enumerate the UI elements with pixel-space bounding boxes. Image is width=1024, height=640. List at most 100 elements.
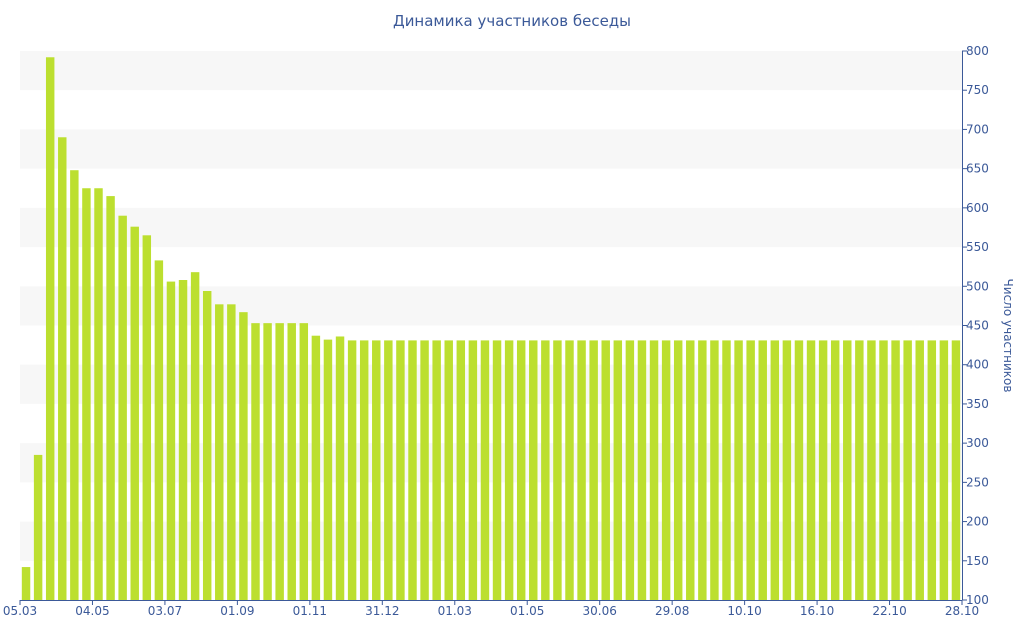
bar — [94, 188, 103, 600]
bar — [951, 340, 961, 600]
x-tick-label: 29.08 — [655, 604, 689, 618]
bar — [70, 170, 79, 600]
chart-title: Динамика участников беседы — [392, 12, 632, 30]
bar — [287, 323, 296, 600]
bar — [770, 340, 780, 600]
bar — [927, 340, 937, 600]
y-axis-title: Число участников — [1001, 279, 1015, 393]
bar — [456, 340, 466, 600]
y-tick-label: 800 — [966, 44, 989, 58]
bar — [939, 340, 949, 600]
y-tick-label: 400 — [966, 358, 989, 372]
bar — [190, 272, 200, 600]
bar — [45, 57, 55, 600]
grid-band — [20, 443, 962, 483]
bar — [82, 188, 91, 600]
bar — [637, 340, 647, 600]
y-tick-label: 500 — [966, 279, 989, 293]
x-tick-label: 31.12 — [365, 604, 399, 618]
y-tick-label: 600 — [966, 201, 989, 215]
bar — [58, 137, 67, 600]
y-tick-label: 100 — [966, 593, 989, 607]
bar — [432, 340, 441, 600]
x-tick-label: 10.10 — [727, 604, 761, 618]
bar — [867, 340, 876, 600]
bar — [468, 340, 478, 600]
x-tick-label: 01.11 — [293, 604, 327, 618]
bar — [21, 567, 31, 600]
bar — [830, 340, 840, 600]
bar — [794, 340, 804, 600]
bar — [347, 340, 357, 600]
bar — [673, 340, 683, 600]
bar — [843, 340, 852, 600]
x-tick-label: 28.10 — [945, 604, 979, 618]
grid-band — [20, 51, 962, 91]
bar — [178, 280, 188, 600]
bar — [806, 340, 816, 600]
bar — [710, 340, 719, 600]
bar — [818, 340, 828, 600]
bar — [480, 340, 490, 600]
bar — [722, 340, 731, 600]
bar — [444, 340, 453, 600]
x-tick-label: 05.03 — [3, 604, 37, 618]
bar — [891, 340, 900, 600]
bar — [251, 323, 260, 600]
bar — [613, 340, 623, 600]
y-tick-label: 200 — [966, 515, 989, 529]
bar — [661, 340, 671, 600]
x-ticks: 05.03 04.05 03.07 01.09 01.11 31.12 01.03 01.05… — [3, 600, 979, 618]
x-tick-label: 01.09 — [220, 604, 254, 618]
bar — [154, 260, 164, 600]
bar — [746, 340, 755, 600]
bar — [782, 340, 792, 600]
y-tick-label: 300 — [966, 436, 989, 450]
grid-band — [20, 207, 962, 248]
bar — [323, 339, 333, 600]
y-tick-label: 550 — [966, 240, 989, 254]
bar — [239, 312, 248, 600]
bar — [879, 340, 888, 600]
bar — [408, 340, 417, 600]
y-tick-label: 450 — [966, 319, 989, 333]
y-tick-label: 700 — [966, 122, 989, 136]
bar — [142, 235, 152, 600]
bar — [734, 340, 743, 600]
bar — [215, 304, 224, 600]
bar — [492, 340, 502, 600]
x-tick-label: 01.03 — [438, 604, 472, 618]
x-tick-label: 16.10 — [800, 604, 834, 618]
bar — [516, 340, 526, 600]
y-tick-label: 350 — [966, 397, 989, 411]
bar — [625, 340, 635, 600]
grid-bands — [20, 51, 962, 561]
x-tick-label: 22.10 — [872, 604, 906, 618]
y-tick-label: 750 — [966, 83, 989, 97]
grid-band — [20, 286, 962, 326]
bar — [372, 340, 381, 600]
bar — [855, 340, 864, 600]
x-tick-label: 30.06 — [583, 604, 617, 618]
bar — [420, 340, 429, 600]
y-tick-label: 650 — [966, 162, 989, 176]
bar — [565, 340, 574, 600]
bar — [130, 226, 139, 600]
bar — [601, 340, 610, 600]
bar — [698, 340, 707, 600]
bar — [335, 336, 345, 600]
grid-band — [20, 521, 962, 561]
bar — [106, 196, 115, 600]
grid-band — [20, 364, 962, 404]
y-tick-label: 150 — [966, 554, 989, 568]
y-ticks: 100 150 200 250 300 350 400 450 500 550 600 650 700 7… — [962, 44, 989, 607]
bar — [903, 340, 912, 600]
bar — [202, 290, 212, 600]
bar — [118, 215, 127, 600]
bar — [33, 454, 43, 600]
x-tick-label: 01.05 — [510, 604, 544, 618]
bar — [166, 281, 176, 600]
bar — [396, 340, 405, 600]
